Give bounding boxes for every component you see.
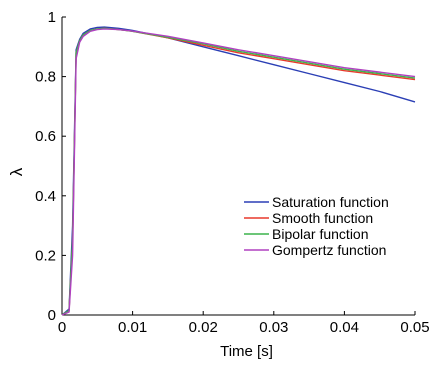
- y-axis-label: λ: [7, 167, 26, 176]
- series-lines: [61, 26, 416, 316]
- y-tick-label: 0.2: [35, 247, 56, 264]
- x-tick-label: 0: [58, 319, 66, 336]
- series-line-1: [61, 26, 416, 316]
- legend-label: Gompertz function: [272, 242, 386, 258]
- x-axis-label: Time [s]: [220, 343, 273, 360]
- y-tick-label: 0.4: [35, 188, 56, 205]
- series-line-3: [61, 27, 416, 316]
- series-line-4: [61, 28, 416, 316]
- y-tick-label: 0: [48, 307, 56, 324]
- legend-label: Smooth function: [272, 210, 373, 226]
- legend-label: Bipolar function: [272, 226, 369, 242]
- x-tick-label: 0.02: [189, 319, 218, 336]
- x-tick-label: 0.04: [330, 319, 359, 336]
- axes: [61, 17, 415, 316]
- ticks: 0 0.01 0.02 0.03 0.04 0.05 0 0.2 0.4 0.6 0.8 1: [35, 9, 429, 336]
- y-tick-label: 1: [48, 9, 56, 26]
- x-tick-label: 0.05: [400, 319, 429, 336]
- x-tick-label: 0.03: [259, 319, 288, 336]
- legend-label: Saturation function: [272, 194, 389, 210]
- y-tick-label: 0.6: [35, 128, 56, 145]
- y-tick-label: 0.8: [35, 69, 56, 86]
- x-tick-label: 0.01: [118, 319, 147, 336]
